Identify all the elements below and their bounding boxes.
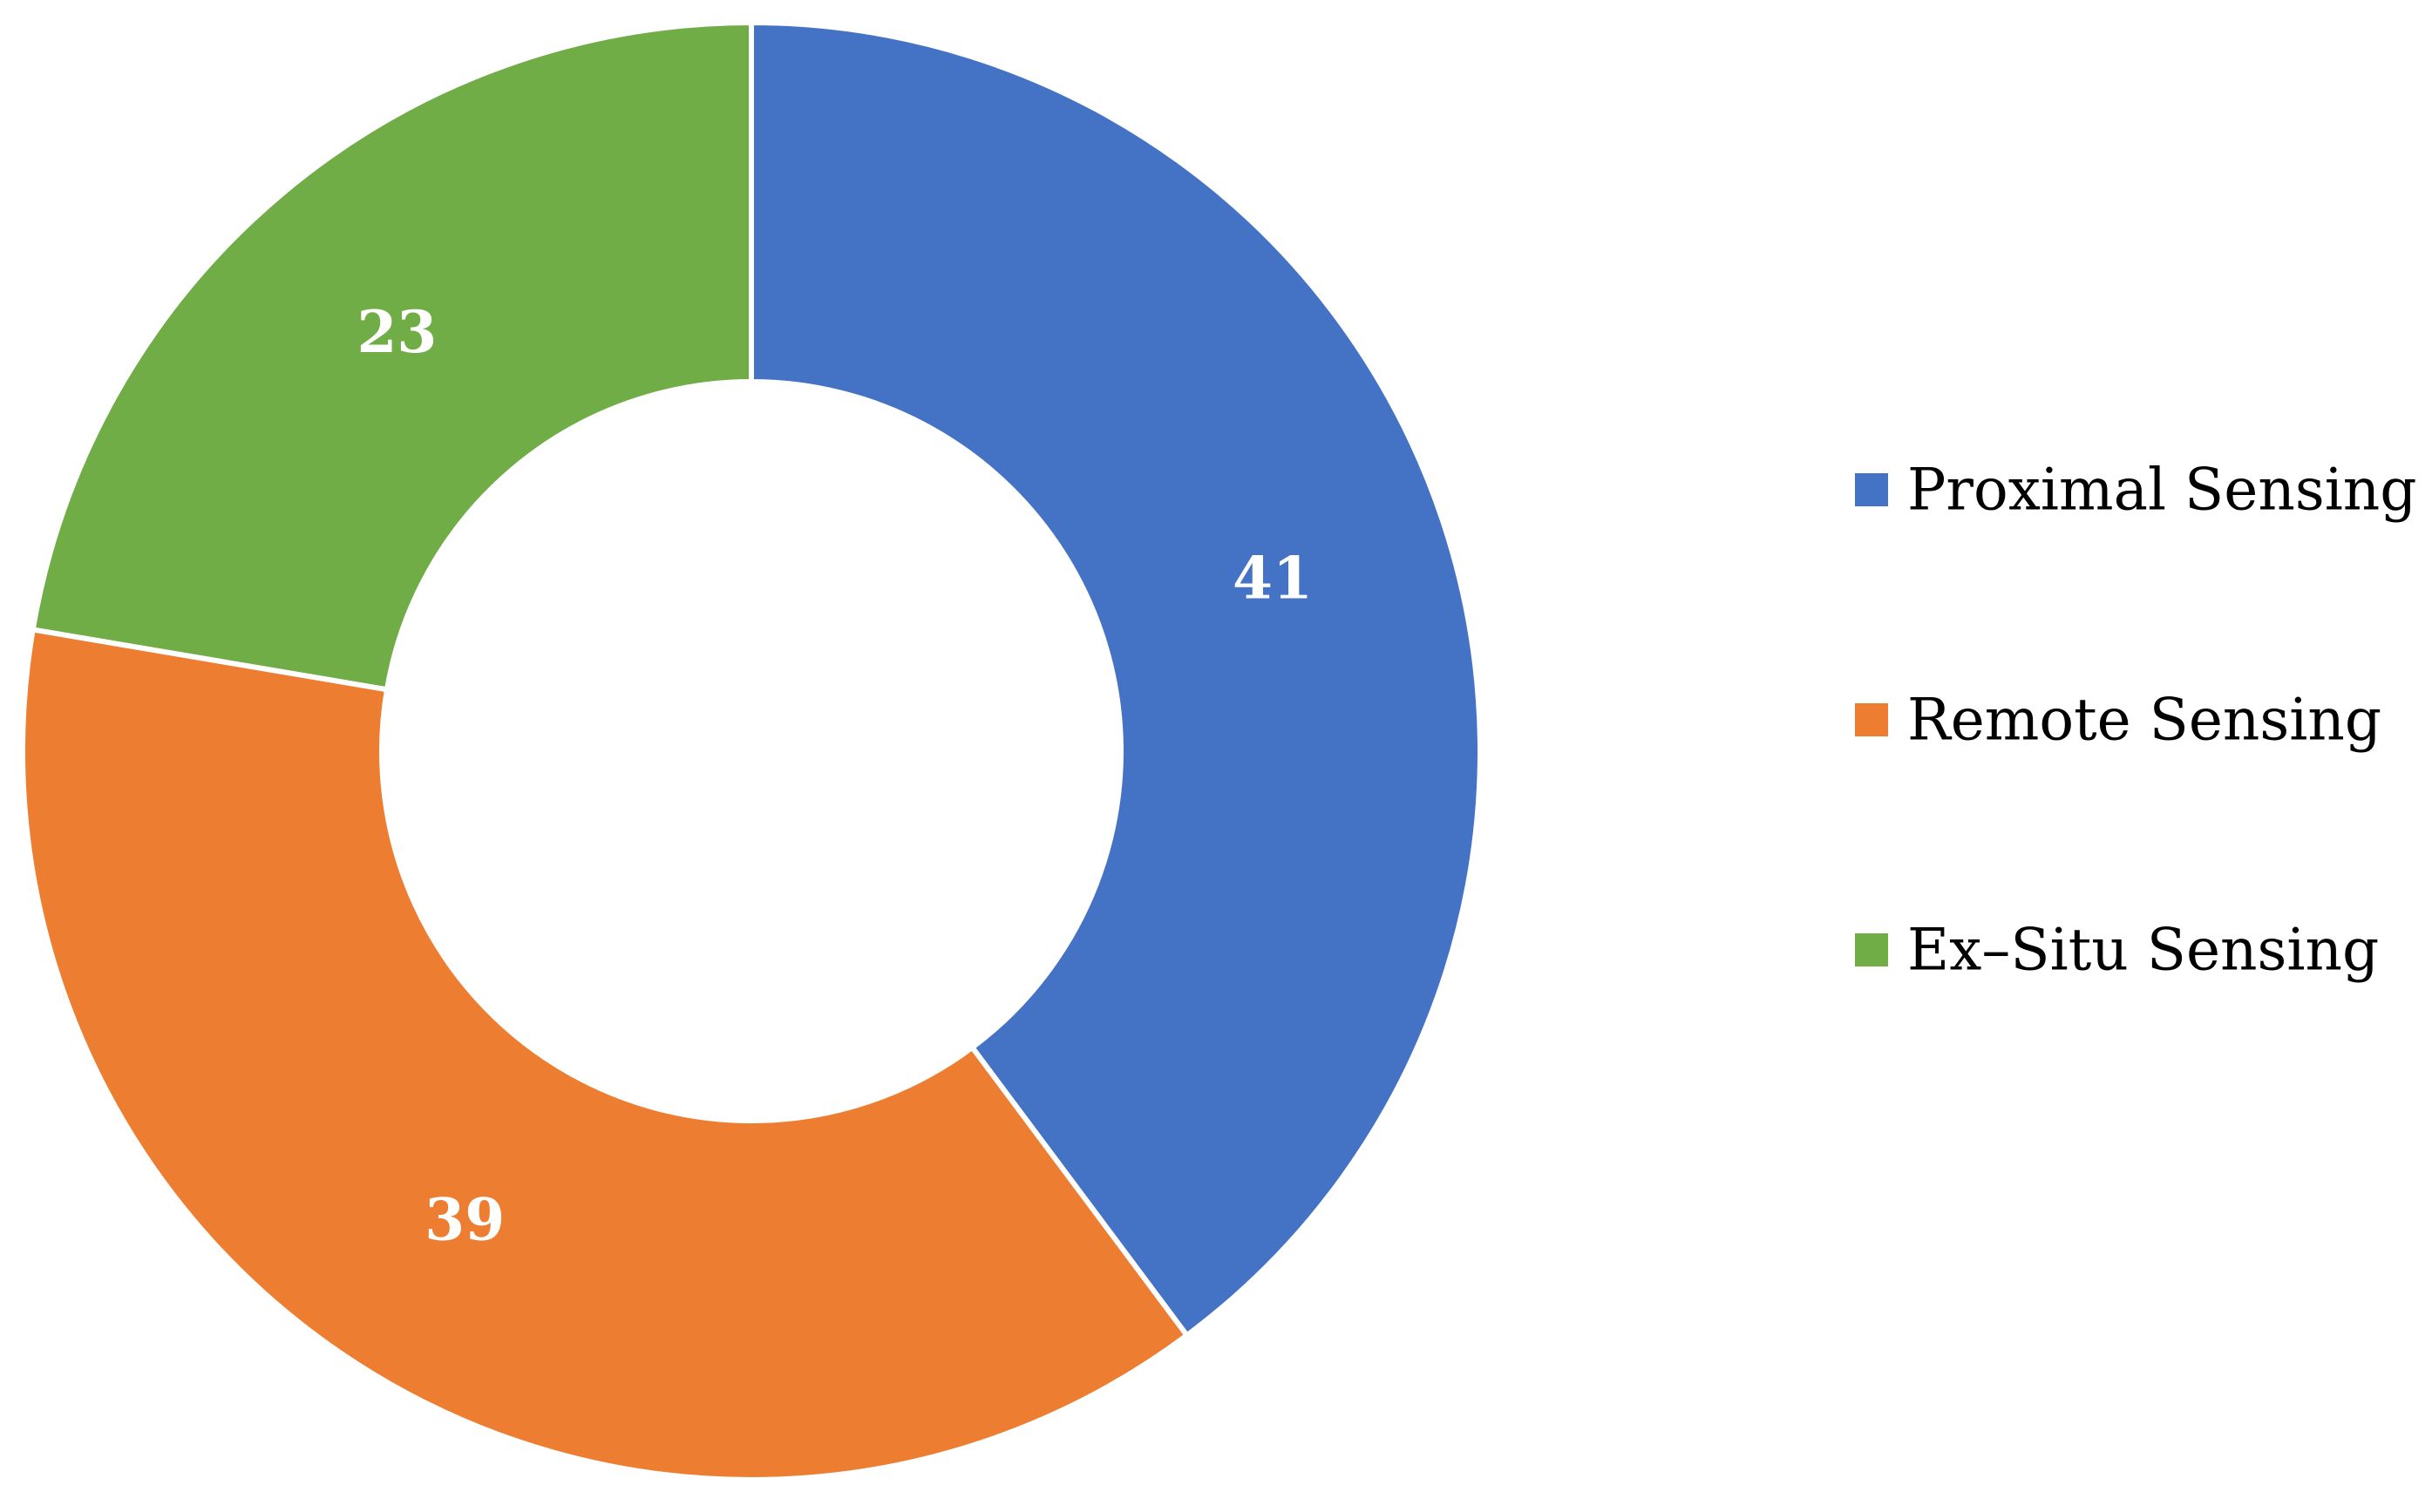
legend-item-remote-sensing: Remote Sensing [1855,687,2381,754]
legend-swatch-remote-sensing [1855,703,1888,736]
legend-swatch-ex-situ-sensing [1855,933,1888,966]
legend-item-ex-situ-sensing: Ex–Situ Sensing [1855,917,2379,984]
data-label-ex-situ-sensing: 23 [357,298,437,366]
donut-slices [20,19,1483,1482]
slice-proximal-sensing [749,19,1483,1339]
data-label-remote-sensing: 39 [425,1185,505,1253]
legend-label-ex-situ-sensing: Ex–Situ Sensing [1907,917,2379,984]
chart-legend: Proximal Sensing Remote Sensing Ex–Situ Se… [1855,457,2417,984]
data-label-proximal-sensing: 41 [1233,545,1313,613]
legend-swatch-proximal-sensing [1855,473,1888,506]
legend-item-proximal-sensing: Proximal Sensing [1855,457,2417,524]
slice-remote-sensing [20,626,1191,1482]
legend-label-proximal-sensing: Proximal Sensing [1907,457,2417,524]
slice-ex-situ-sensing [30,19,754,693]
legend-label-remote-sensing: Remote Sensing [1907,687,2381,754]
donut-slice-labels: 41 39 23 [357,298,1312,1254]
